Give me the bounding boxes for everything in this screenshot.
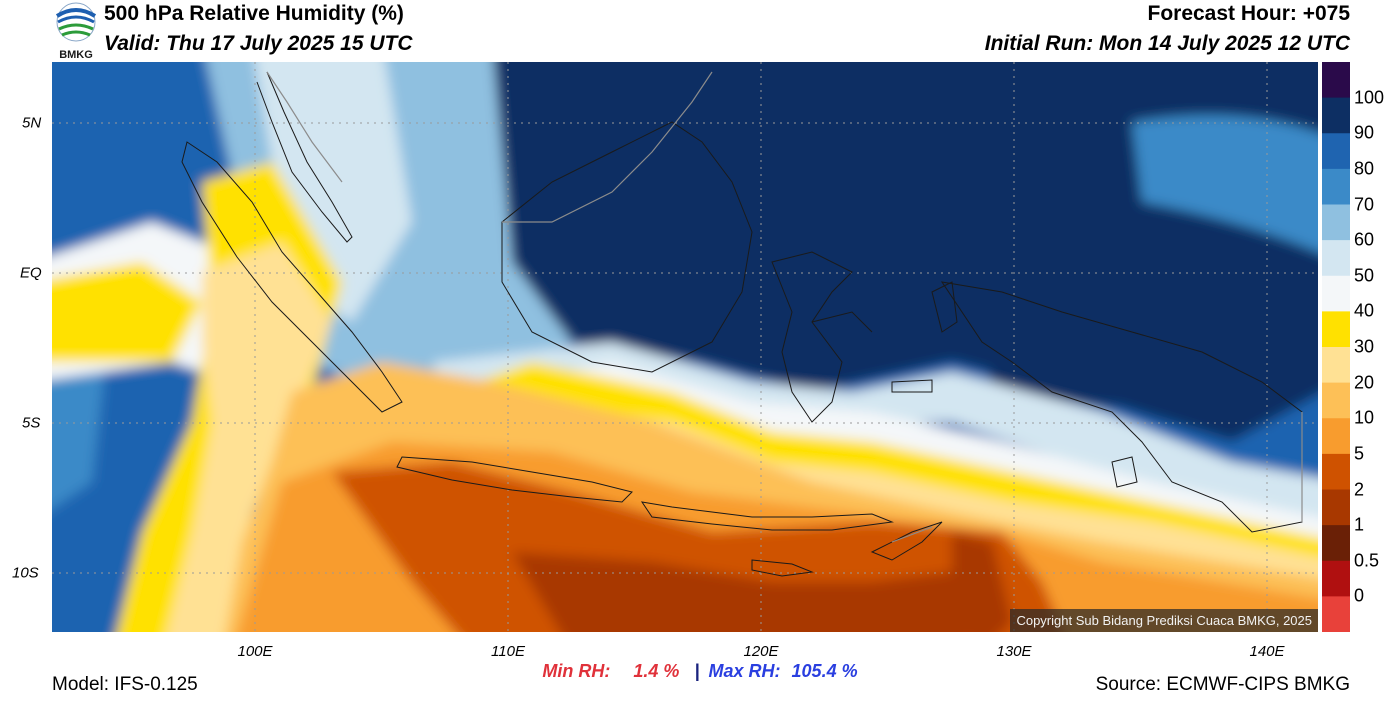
forecast-hour: Forecast Hour: +075 [1147, 2, 1351, 25]
stats-separator: | [694, 661, 700, 681]
colorbar-swatch [1322, 311, 1350, 348]
colorbar-swatch [1322, 560, 1350, 597]
model-info: Model: IFS-0.125 [52, 674, 198, 695]
colorbar-label: 0 [1354, 585, 1365, 606]
colorbar-label: 20 [1354, 372, 1375, 393]
colorbar-label: 5 [1354, 443, 1365, 464]
colorbar-label: 90 [1354, 122, 1375, 143]
coastlines [181, 71, 1303, 577]
min-rh-label: Min RH: [542, 661, 611, 681]
colorbar-swatch [1322, 596, 1350, 632]
max-rh-value: 105.4 % [791, 661, 858, 681]
colorbar-label: 70 [1354, 194, 1375, 214]
humidity-field [32, 42, 1342, 652]
max-rh-label: Max RH: [708, 661, 781, 681]
colorbar-swatch [1322, 97, 1350, 134]
colorbar-label: 50 [1354, 265, 1375, 286]
bmkg-logo-icon: BMKG [55, 2, 97, 60]
colorbar-label: 30 [1354, 336, 1375, 357]
min-rh-value: 1.4 % [633, 661, 680, 681]
colorbar-swatch [1322, 204, 1350, 241]
lat-label: 10S [12, 564, 39, 582]
colorbar [1322, 62, 1350, 632]
lat-label: 5N [22, 114, 42, 132]
colorbar-label: 2 [1354, 479, 1365, 499]
valid-time: Valid: Thu 17 July 2025 15 UTC [104, 32, 413, 55]
colorbar-swatch [1322, 133, 1350, 170]
lon-label: 140E [1249, 643, 1285, 660]
colorbar-swatch [1322, 525, 1350, 562]
lon-label: 130E [996, 643, 1032, 660]
colorbar-label: 60 [1354, 229, 1375, 250]
lon-label: 120E [743, 643, 779, 660]
colorbar-label: 80 [1354, 158, 1375, 179]
colorbar-labels: 100 90 80 70 60 50 40 30 20 10 5 2 1 0.5 0 [1354, 62, 1398, 632]
colorbar-swatch [1322, 240, 1350, 277]
logo-text: BMKG [59, 49, 93, 60]
colorbar-label: 100 [1354, 87, 1385, 108]
lon-label: 100E [237, 643, 273, 660]
lat-label: EQ [20, 264, 42, 282]
colorbar-swatch [1322, 62, 1350, 99]
colorbar-label: 0.5 [1354, 550, 1380, 571]
colorbar-swatch [1322, 168, 1350, 205]
initial-run: Initial Run: Mon 14 July 2025 12 UTC [984, 32, 1350, 55]
colorbar-label: 40 [1354, 300, 1375, 321]
colorbar-swatch [1322, 418, 1350, 455]
colorbar-swatch [1322, 453, 1350, 490]
map-title: 500 hPa Relative Humidity (%) [104, 2, 404, 25]
colorbar-label: 1 [1354, 514, 1365, 535]
source-info: Source: ECMWF-CIPS BMKG [1095, 674, 1350, 695]
copyright-note: Copyright Sub Bidang Prediksi Cuaca BMKG… [1010, 609, 1318, 632]
colorbar-swatch [1322, 275, 1350, 312]
lat-label: 5S [22, 414, 41, 432]
lon-label: 110E [491, 643, 525, 660]
rh-stats: Min RH: 1.4 % | Max RH: 105.4 % [0, 661, 1400, 682]
humidity-map: Copyright Sub Bidang Prediksi Cuaca BMKG… [32, 42, 1342, 652]
colorbar-swatch [1322, 489, 1350, 526]
colorbar-swatch [1322, 347, 1350, 384]
colorbar-swatch [1322, 382, 1350, 419]
colorbar-label: 10 [1354, 407, 1375, 428]
